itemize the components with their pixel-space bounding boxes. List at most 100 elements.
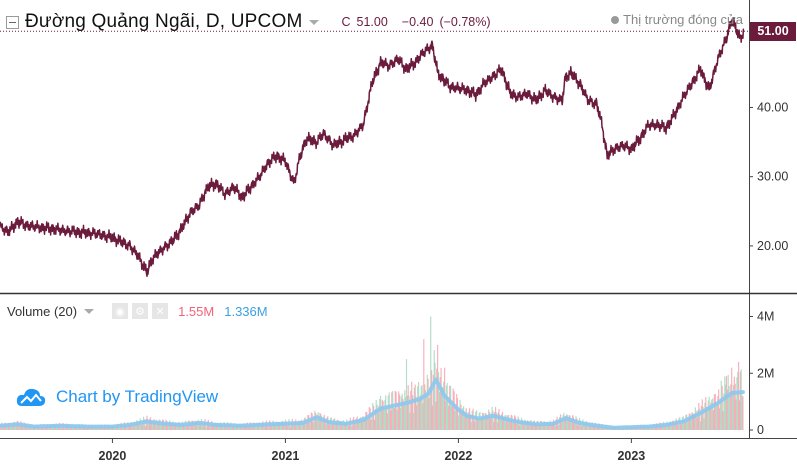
volume-bar [355,418,357,430]
volume-axis-ticks: 0 2M 4M [749,310,774,437]
volume-bar [335,423,337,430]
volume-bar [465,408,467,430]
volume-bar [701,399,703,430]
volume-bar [488,409,490,430]
volume-bar [466,412,468,430]
symbol-title[interactable]: Đường Quảng Ngãi, D, UPCOM [25,11,303,32]
volume-indicator-name[interactable]: Volume (20) [7,303,78,319]
volume-bar [713,394,715,430]
volume-bar [730,384,732,430]
volume-bar [555,419,557,430]
tradingview-branding[interactable]: Chart by TradingView [16,386,218,408]
volume-bar [365,412,367,430]
volume-bar [661,426,663,430]
volume-bar [542,423,544,430]
volume-bar [480,419,482,430]
volume-bar [464,412,466,430]
volume-bar [64,427,66,430]
volume-bar [468,411,470,430]
volume-bar [337,420,339,430]
volume-bar [712,398,714,430]
volume-bar [360,417,362,430]
volume-bar [686,414,688,430]
volume-bar [491,406,493,430]
chevron-down-icon[interactable] [309,19,320,25]
volume-bar [452,388,454,430]
volume-bar [279,422,281,430]
volume-bar [562,415,564,430]
volume-bar [737,371,739,430]
price-tick-label: 30.00 [757,170,788,184]
volume-bar [738,400,741,430]
volume-bar [436,368,438,430]
volume-bar [431,370,433,430]
volume-bar [163,425,165,430]
volume-bar [429,386,431,430]
volume-bar [314,410,316,430]
volume-bar [317,412,319,430]
volume-bar [706,410,709,430]
volume-bar [439,377,441,430]
volume-bar [583,421,585,430]
chevron-down-icon[interactable] [84,308,95,314]
volume-bar [404,390,406,430]
volume-bar [298,420,300,430]
volume-bar [731,367,733,430]
volume-bar [661,424,664,430]
volume-bar [592,425,594,430]
volume-bar [727,374,729,430]
volume-bar [316,414,318,430]
collapse-legend-icon[interactable] [6,15,19,29]
volume-bar [193,424,195,430]
volume-bar [122,427,124,430]
volume-bar [483,419,485,430]
volume-bar [274,423,276,430]
volume-bar [83,428,85,430]
volume-bar [486,415,488,430]
volume-bar [469,408,471,430]
volume-bar [179,424,181,430]
volume-bar [203,421,205,430]
volume-bar [369,408,371,430]
volume-bar [725,384,727,430]
volume-bar [294,421,296,430]
volume-bar [325,424,327,430]
volume-bar [420,386,422,430]
volume-bar [53,425,56,430]
volume-bar [525,422,527,430]
volume-bar [450,386,452,430]
volume-bar [574,420,576,430]
volume-bar [729,395,731,430]
volume-bar [489,418,491,430]
volume-bar [511,415,513,430]
volume-bar [380,405,382,430]
volume-legend[interactable]: Volume (20) ◉ ⚙ ✕ 1.55M 1.336M [7,303,268,319]
close-icon[interactable]: ✕ [152,303,169,319]
volume-bar [322,416,325,430]
volume-bar [528,424,530,430]
eye-icon[interactable]: ◉ [112,303,129,319]
volume-bar [520,421,522,430]
volume-bar [502,417,504,430]
volume-bar [8,425,11,430]
volume-tick-label: 0 [757,423,764,437]
symbol-legend[interactable]: Đường Quảng Ngãi, D, UPCOM C 51.00 −0.40 (−… [6,8,497,36]
volume-bar [387,395,389,430]
volume-bar [416,405,418,430]
volume-bar [360,421,363,430]
volume-bar [676,422,678,430]
volume-bar [25,426,27,430]
volume-bar [697,410,699,430]
volume-bar [719,398,722,430]
volume-bar [503,416,505,430]
volume-bar [375,400,377,430]
volume-bar [719,408,721,430]
volume-bar [444,400,446,430]
volume-bar [488,412,491,430]
volume-bar [732,385,734,430]
gear-icon[interactable]: ⚙ [132,303,149,319]
volume-bar [155,419,158,430]
volume-bar [702,407,704,430]
volume-bar [445,385,447,430]
